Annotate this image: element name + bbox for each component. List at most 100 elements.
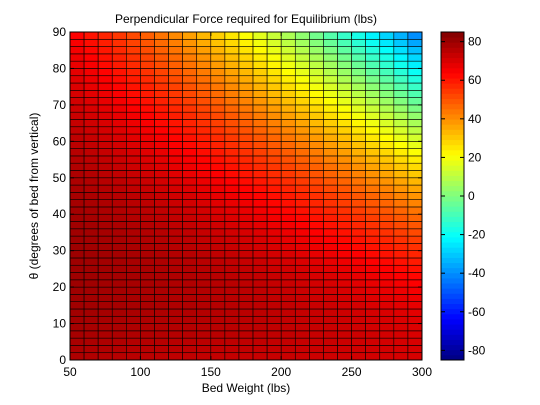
heatmap-cell — [252, 82, 268, 91]
heatmap-cell — [266, 184, 282, 193]
heatmap-cell — [210, 38, 226, 47]
heatmap-cell — [83, 337, 99, 346]
heatmap-cell — [140, 286, 155, 295]
heatmap-cell — [224, 243, 240, 251]
colorbar-segment — [441, 108, 464, 115]
heatmap-cell — [182, 213, 198, 222]
heatmap-cell — [379, 104, 395, 113]
heatmap-cell — [196, 235, 212, 244]
heatmap-cell — [154, 46, 169, 55]
heatmap-cell — [309, 162, 324, 171]
colorbar-ticks: -80 -60 -40 -20 0 20 40 60 80 — [441, 35, 486, 357]
heatmap-cell — [365, 170, 381, 179]
heatmap-cell — [69, 323, 85, 332]
heatmap-cell — [323, 119, 338, 128]
heatmap-cell — [393, 68, 409, 77]
heatmap-cell — [309, 126, 324, 135]
heatmap-cell — [111, 228, 127, 237]
heatmap-cell — [224, 141, 240, 149]
heatmap-cell — [337, 90, 352, 98]
heatmap-cell — [111, 213, 127, 222]
heatmap-cell — [210, 221, 226, 230]
heatmap-cell — [337, 46, 352, 55]
heatmap-cell — [182, 162, 198, 171]
heatmap-cell — [337, 272, 352, 281]
heatmap-cell — [83, 315, 99, 324]
heatmap-cell — [140, 257, 155, 266]
heatmap-cell — [126, 148, 141, 157]
heatmap-cell — [407, 75, 423, 84]
heatmap-cell — [69, 141, 85, 149]
heatmap-cell — [407, 294, 423, 302]
heatmap-cell — [365, 323, 381, 332]
heatmap-cell — [210, 323, 226, 332]
heatmap-cell — [83, 272, 99, 281]
heatmap-cell — [168, 345, 183, 354]
heatmap-cell — [351, 53, 366, 62]
heatmap-cell — [97, 250, 113, 259]
heatmap-cell — [323, 75, 338, 84]
heatmap-cell — [83, 126, 99, 135]
heatmap-cell — [154, 308, 169, 317]
heatmap-cell — [337, 31, 352, 40]
heatmap-cell — [407, 119, 423, 128]
heatmap-cell — [309, 330, 324, 339]
heatmap-cell — [252, 228, 268, 237]
heatmap-cell — [69, 221, 85, 230]
heatmap-cell — [140, 206, 155, 215]
heatmap-cell — [323, 308, 338, 317]
heatmap-cell — [140, 345, 155, 354]
heatmap-cell — [323, 111, 338, 120]
heatmap-cell — [280, 286, 296, 295]
heatmap-cell — [97, 184, 113, 193]
heatmap-cell — [154, 279, 169, 288]
heatmap-cell — [210, 60, 226, 69]
heatmap-cell — [337, 250, 352, 259]
heatmap-cell — [294, 141, 310, 149]
heatmap-cell — [154, 221, 169, 230]
heatmap-cell — [407, 345, 423, 354]
heatmap-cell — [365, 177, 381, 186]
heatmap-cell — [69, 315, 85, 324]
heatmap-cell — [351, 345, 366, 354]
colorbar-segment — [441, 124, 464, 130]
heatmap-cell — [238, 31, 254, 40]
heatmap-cell — [294, 337, 310, 346]
heatmap-cell — [393, 213, 409, 222]
heatmap-cell — [351, 126, 366, 135]
heatmap-cell — [196, 221, 212, 230]
heatmap-cell — [168, 308, 183, 317]
heatmap-cell — [154, 337, 169, 346]
heatmap-cell — [126, 286, 141, 295]
heatmap-cell — [365, 68, 381, 77]
heatmap-cell — [126, 97, 141, 106]
heatmap-cell — [210, 213, 226, 222]
heatmap-cell — [69, 75, 85, 84]
heatmap-cell — [224, 279, 240, 288]
heatmap-cell — [351, 272, 366, 281]
heatmap-cell — [168, 235, 183, 244]
heatmap-cell — [210, 345, 226, 354]
heatmap-cell — [252, 177, 268, 186]
heatmap-cell — [294, 170, 310, 179]
heatmap-cell — [266, 126, 282, 135]
heatmap-cell — [323, 133, 338, 142]
colorbar-tick-label: -40 — [468, 266, 486, 280]
heatmap-cell — [337, 82, 352, 91]
heatmap-cell — [196, 155, 212, 164]
heatmap-cell — [365, 162, 381, 171]
heatmap-cell — [182, 31, 198, 40]
heatmap-cell — [126, 264, 141, 273]
heatmap-cell — [407, 330, 423, 339]
heatmap-cell — [126, 155, 141, 164]
heatmap-cell — [168, 315, 183, 324]
heatmap-cell — [168, 82, 183, 91]
heatmap-cell — [97, 308, 113, 317]
heatmap-cell — [97, 206, 113, 215]
heatmap-cell — [224, 184, 240, 193]
heatmap-cell — [351, 206, 366, 215]
heatmap-cell — [140, 177, 155, 186]
heatmap-cell — [97, 192, 113, 200]
heatmap-cell — [337, 148, 352, 157]
heatmap-cell — [111, 337, 127, 346]
